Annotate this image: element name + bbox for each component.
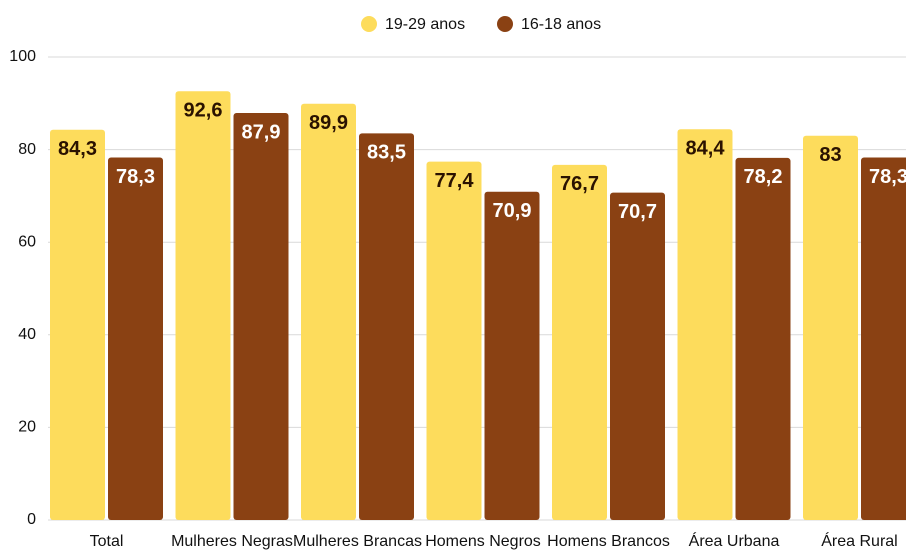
legend-label: 16-18 anos [521,16,601,33]
value-label: 78,3 [869,166,906,188]
value-label: 70,7 [618,201,657,223]
bar [735,157,791,520]
x-tick-label: Área Rural [821,531,897,550]
value-label: 78,2 [744,166,783,188]
bar [108,157,163,520]
bar [861,157,906,520]
y-tick-label: 100 [9,48,36,65]
bar [233,113,289,520]
x-tick-label: Total [90,533,124,550]
value-label: 83,5 [367,142,406,164]
y-tick-label: 60 [18,233,36,250]
legend-swatch [497,16,513,32]
x-tick-label: Mulheres Brancas [293,533,422,550]
value-label: 84,3 [58,138,97,160]
value-label: 76,7 [560,173,599,195]
bar [301,103,356,520]
bar [552,164,607,520]
x-tick-label: Homens Brancos [547,533,670,550]
value-label: 70,9 [493,200,532,222]
x-tick-label: Área Urbana [689,531,780,550]
value-label: 77,4 [435,170,475,192]
bar [803,135,858,520]
y-tick-label: 40 [18,326,36,343]
value-label: 87,9 [242,121,281,143]
y-tick-label: 0 [27,511,36,528]
legend-label: 19-29 anos [385,16,465,33]
x-tick-label: Mulheres Negras [171,533,293,550]
bar [359,133,414,520]
bar [426,161,482,520]
value-label: 78,3 [116,166,155,188]
bar [484,191,540,520]
y-tick-label: 20 [18,419,36,436]
y-tick-label: 80 [18,141,36,158]
bar [610,192,665,520]
value-label: 83 [819,144,841,166]
bar [175,91,231,521]
value-label: 84,4 [686,138,726,160]
x-tick-label: Homens Negros [425,533,541,550]
legend-swatch [361,16,377,32]
bar [50,129,105,521]
value-label: 89,9 [309,112,348,134]
bar [677,129,733,520]
value-label: 92,6 [184,100,223,122]
